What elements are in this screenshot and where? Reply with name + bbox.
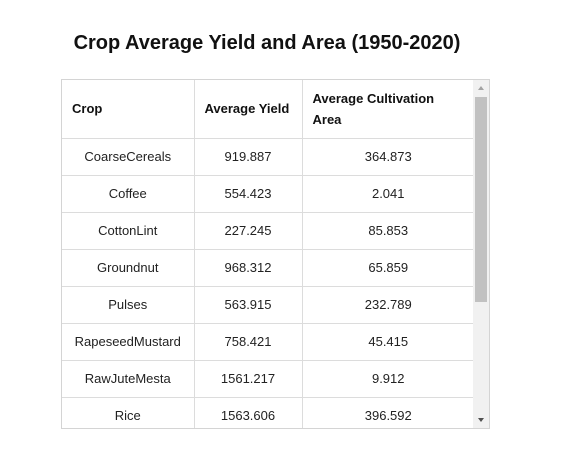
cell-crop: Rice <box>62 397 195 428</box>
table-row: CoarseCereals 919.887 364.873 <box>62 138 474 176</box>
table-row: RawJuteMesta 1561.217 9.912 <box>62 360 474 398</box>
table-row: Rice 1563.606 396.592 <box>62 397 474 428</box>
cell-average-yield: 554.423 <box>194 175 303 213</box>
cell-crop: CottonLint <box>62 212 195 250</box>
cell-average-yield: 919.887 <box>194 138 303 176</box>
cell-average-yield: 563.915 <box>194 286 303 324</box>
table-body: CoarseCereals 919.887 364.873 Coffee 554.423… <box>62 138 474 428</box>
cell-average-yield: 227.245 <box>194 212 303 250</box>
column-header-crop: Crop <box>62 80 195 139</box>
table-row: Coffee 554.423 2.041 <box>62 175 474 213</box>
arrow-down-icon <box>478 418 484 422</box>
column-header-average-cultivation-area: Average Cultivation Area <box>302 80 474 139</box>
cell-average-cultivation-area: 232.789 <box>302 286 474 324</box>
scrollbar-thumb[interactable] <box>475 97 487 302</box>
cell-crop: Pulses <box>62 286 195 324</box>
cell-crop: RapeseedMustard <box>62 323 195 361</box>
cell-average-cultivation-area: 364.873 <box>302 138 474 176</box>
cell-crop: Groundnut <box>62 249 195 287</box>
scroll-up-button[interactable] <box>473 80 489 96</box>
cell-average-cultivation-area: 2.041 <box>302 175 474 213</box>
cell-average-cultivation-area: 85.853 <box>302 212 474 250</box>
table-header-row: Crop Average Yield Average Cultivation A… <box>62 80 474 139</box>
table-container[interactable]: Crop Average Yield Average Cultivation A… <box>61 79 490 429</box>
scroll-down-button[interactable] <box>473 412 489 428</box>
cell-average-yield: 758.421 <box>194 323 303 361</box>
cell-average-cultivation-area: 65.859 <box>302 249 474 287</box>
arrow-up-icon <box>478 86 484 90</box>
vertical-scrollbar[interactable] <box>473 80 489 428</box>
cell-average-yield: 1563.606 <box>194 397 303 428</box>
cell-average-cultivation-area: 9.912 <box>302 360 474 398</box>
page-title: Crop Average Yield and Area (1950-2020) <box>73 32 461 54</box>
cell-crop: CoarseCereals <box>62 138 195 176</box>
table-row: Groundnut 968.312 65.859 <box>62 249 474 287</box>
table-row: CottonLint 227.245 85.853 <box>62 212 474 250</box>
cell-crop: Coffee <box>62 175 195 213</box>
table-row: RapeseedMustard 758.421 45.415 <box>62 323 474 361</box>
cell-average-cultivation-area: 396.592 <box>302 397 474 428</box>
cell-average-yield: 1561.217 <box>194 360 303 398</box>
column-header-average-yield: Average Yield <box>194 80 303 139</box>
cell-crop: RawJuteMesta <box>62 360 195 398</box>
crop-table: Crop Average Yield Average Cultivation A… <box>62 80 474 428</box>
cell-average-cultivation-area: 45.415 <box>302 323 474 361</box>
cell-average-yield: 968.312 <box>194 249 303 287</box>
table-row: Pulses 563.915 232.789 <box>62 286 474 324</box>
